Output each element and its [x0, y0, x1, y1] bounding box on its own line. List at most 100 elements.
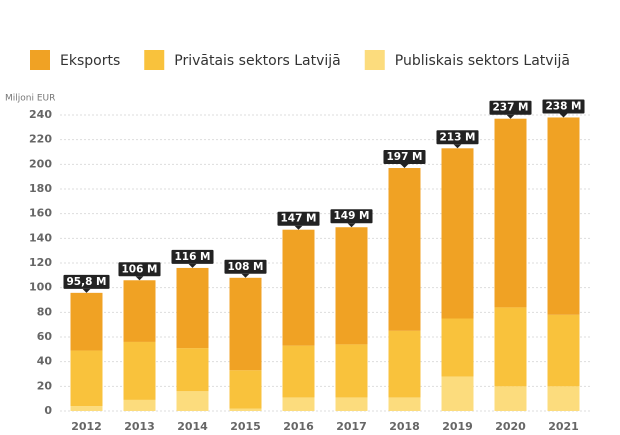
value-label-pointer — [294, 225, 303, 230]
bar-segment — [388, 330, 421, 398]
legend-label: Eksports — [60, 53, 120, 69]
value-label-text: 197 M — [386, 151, 422, 163]
x-tick-label: 2014 — [177, 420, 208, 433]
y-tick-label: 40 — [37, 355, 53, 368]
bar-segment — [441, 148, 474, 319]
bar-segment — [335, 227, 368, 345]
value-label-box — [118, 262, 161, 277]
bar-segment — [388, 397, 421, 411]
legend-label: Publiskais sektors Latvijā — [395, 53, 570, 69]
bar-segment — [123, 399, 156, 411]
y-tick-label: 140 — [29, 231, 52, 244]
legend-swatch — [144, 50, 165, 70]
bar-segment — [70, 292, 103, 351]
value-label-box — [383, 150, 426, 165]
y-tick-label: 20 — [37, 379, 53, 392]
bar-segment — [123, 280, 156, 342]
x-tick-label: 2018 — [389, 420, 420, 433]
bar-segment — [494, 118, 527, 308]
bar-segment — [388, 168, 421, 331]
bar-segment — [282, 229, 315, 346]
value-label-pointer — [188, 263, 197, 268]
value-label-text: 147 M — [280, 213, 316, 225]
y-tick-label: 240 — [29, 108, 52, 121]
value-label: 213 M — [436, 130, 479, 149]
y-tick-label: 160 — [29, 207, 52, 220]
legend-label: Privātais sektors Latvijā — [174, 53, 341, 69]
value-label: 106 M — [118, 262, 161, 281]
value-label-box — [436, 130, 479, 145]
value-label-text: 108 M — [227, 261, 263, 273]
legend-swatch — [30, 50, 50, 70]
bar-segment — [441, 376, 474, 411]
value-label-pointer — [506, 114, 515, 119]
value-label-text: 213 M — [439, 131, 475, 143]
value-label-text: 237 M — [492, 102, 528, 114]
bar-segment — [441, 318, 474, 377]
x-tick-label: 2016 — [283, 420, 314, 433]
bar-segment — [547, 117, 580, 315]
value-label-pointer — [400, 164, 409, 169]
bar-segment — [335, 397, 368, 411]
bar-segment — [335, 344, 368, 398]
x-tick-label: 2017 — [336, 420, 367, 433]
bar-segment — [70, 406, 103, 411]
value-label-pointer — [559, 113, 568, 118]
value-label-pointer — [453, 144, 462, 149]
x-tick-label: 2013 — [124, 420, 155, 433]
y-tick-label: 180 — [29, 182, 52, 195]
bar-segment — [494, 307, 527, 387]
value-label-box — [224, 259, 267, 274]
bar-segment — [176, 267, 209, 349]
bar-segment — [176, 348, 209, 392]
bar-segment — [70, 350, 103, 407]
y-tick-label: 120 — [29, 256, 52, 269]
value-label: 147 M — [277, 211, 320, 230]
value-label-pointer — [347, 223, 356, 228]
value-label: 149 M — [330, 209, 373, 228]
y-tick-label: 200 — [29, 157, 52, 170]
value-label: 108 M — [224, 259, 267, 278]
value-label: 197 M — [383, 150, 426, 169]
x-tick-label: 2021 — [548, 420, 579, 433]
x-tick-label: 2015 — [230, 420, 261, 433]
value-label-box — [277, 211, 320, 226]
bar-segment — [229, 408, 262, 411]
value-label: 238 M — [542, 99, 585, 118]
value-label-box — [63, 274, 110, 289]
bar-segment — [494, 386, 527, 411]
value-label: 116 M — [171, 249, 214, 268]
value-label: 95,8 M — [63, 274, 110, 293]
bar-segment — [282, 345, 315, 398]
value-label-box — [171, 249, 214, 264]
bar-segment — [176, 391, 209, 411]
value-label-pointer — [241, 273, 250, 278]
bar-segment — [547, 314, 580, 387]
value-label-box — [330, 209, 373, 224]
value-label-pointer — [82, 288, 91, 293]
bar-segment — [229, 277, 262, 371]
y-tick-label: 100 — [29, 281, 52, 294]
x-tick-label: 2020 — [495, 420, 526, 433]
value-label-box — [489, 100, 532, 115]
value-label-text: 116 M — [174, 251, 210, 263]
y-tick-label: 80 — [37, 305, 53, 318]
x-tick-label: 2012 — [71, 420, 102, 433]
y-axis-label: Miljoni EUR — [5, 94, 55, 104]
y-tick-label: 220 — [29, 133, 52, 146]
value-label-text: 149 M — [333, 210, 369, 222]
value-label-box — [542, 99, 585, 114]
y-tick-label: 60 — [37, 330, 53, 343]
y-tick-label: 0 — [44, 404, 52, 417]
value-label: 237 M — [489, 100, 532, 119]
value-label-pointer — [135, 276, 144, 281]
legend-swatch — [364, 50, 385, 70]
bar-segment — [282, 397, 315, 411]
bar-segment — [547, 386, 580, 411]
x-tick-label: 2019 — [442, 420, 473, 433]
bar-segment — [123, 341, 156, 400]
value-label-text: 95,8 M — [66, 276, 106, 288]
bar-segment — [229, 370, 262, 409]
value-label-text: 238 M — [545, 100, 581, 112]
